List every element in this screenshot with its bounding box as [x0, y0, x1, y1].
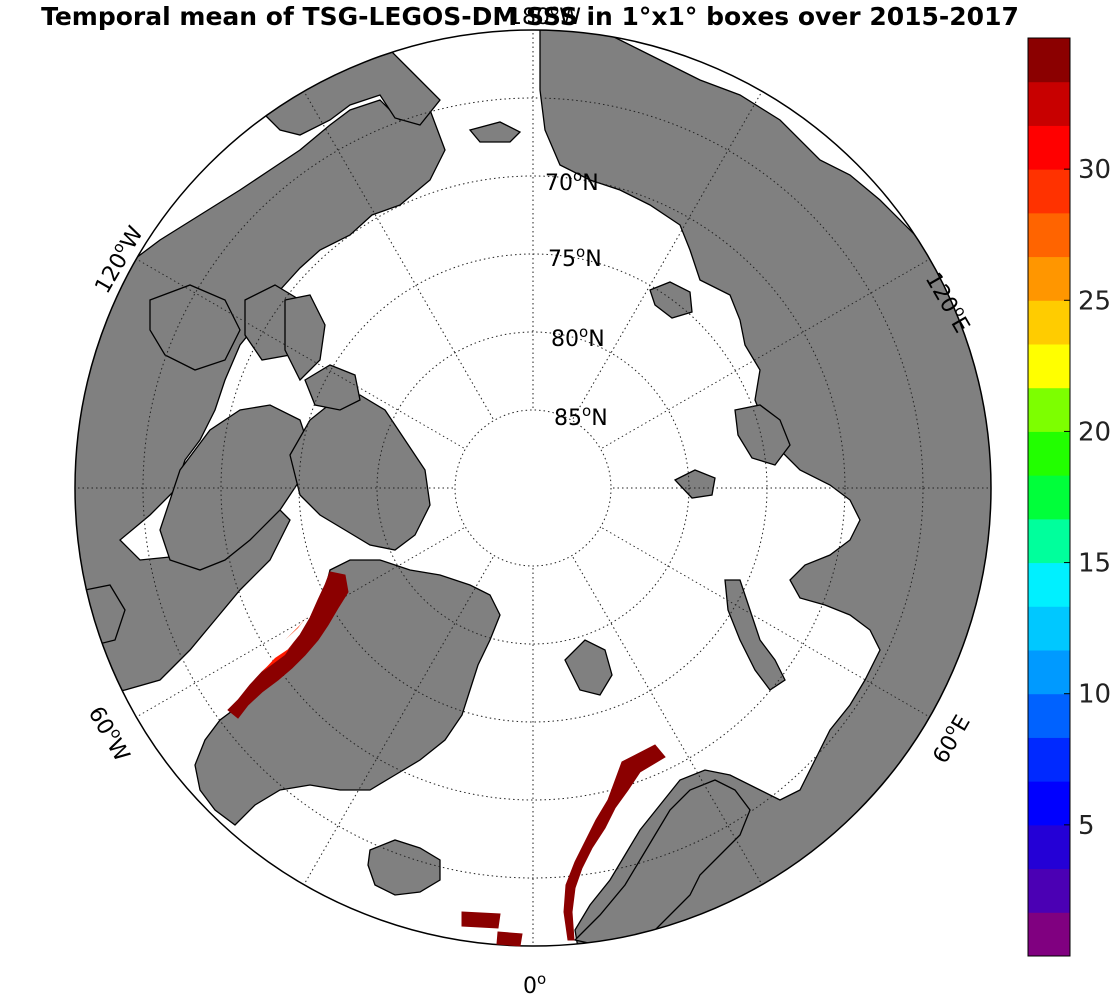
map-title: Temporal mean of TSG-LEGOS-DM SSS in 1°x… — [41, 2, 1019, 31]
colorbar-swatch — [1028, 693, 1070, 738]
meridian-330 — [303, 557, 494, 885]
colorbar-swatch — [1028, 824, 1070, 870]
land-new-siberian-islands — [649, 281, 693, 319]
land-severnaya-zemlya — [734, 404, 791, 466]
meridian-300 — [136, 527, 464, 718]
land-parry-islands — [304, 364, 361, 411]
colorbar-swatch — [1028, 212, 1070, 258]
colorbar-swatch — [1028, 256, 1070, 301]
parallel-65 — [142, 97, 924, 879]
lon-label-0: 0o — [523, 970, 546, 995]
colorbar-swatch — [1028, 169, 1070, 214]
meridian-30 — [572, 557, 763, 885]
colorbar-tick-label: 25 — [1078, 286, 1111, 316]
meridian-240 — [136, 258, 464, 449]
colorbar-swatch — [1028, 387, 1070, 432]
land-baffin-island — [159, 404, 311, 571]
land-franz-josef-land — [673, 469, 716, 499]
parallel-70 — [220, 175, 846, 801]
colorbar-swatch — [1028, 606, 1070, 651]
lon-label-180: 180oW — [508, 1, 581, 30]
graticule — [75, 30, 991, 946]
map-disk — [75, 30, 991, 946]
norwegian-coast-track — [563, 744, 666, 941]
colorbar-tick-label: 30 — [1078, 155, 1111, 185]
land-iceland — [367, 839, 441, 896]
colorbar-tick-label: 15 — [1078, 549, 1111, 579]
lon-label-60w: 60oW — [83, 701, 138, 767]
colorbar-swatch — [1028, 868, 1070, 913]
baffin-bay-track — [227, 571, 349, 719]
lat-label-80: 80oN — [551, 323, 605, 352]
colorbar-swatch — [1028, 125, 1070, 170]
colorbar-swatch — [1028, 562, 1070, 607]
land-svalbard — [564, 639, 613, 696]
colorbar-swatch — [1028, 781, 1070, 826]
land-scandinavia — [573, 779, 751, 946]
map-boundary — [74, 29, 992, 947]
meridian-150 — [572, 91, 763, 419]
colorbar-swatch — [1028, 344, 1070, 389]
land-novaya-zemlya — [724, 579, 786, 691]
colorbar-swatch — [1028, 81, 1070, 126]
meridian-120 — [602, 258, 930, 449]
meridian-60 — [602, 527, 930, 718]
colorbar: 5 10 15 20 25 30 — [1027, 37, 1111, 957]
observation-tracks — [227, 571, 666, 947]
parallel-85 — [454, 409, 612, 567]
land-devon-island — [284, 294, 326, 382]
colorbar-tick-label: 20 — [1078, 417, 1111, 447]
latitude-labels: 70oN 75oN 80oN 85oN — [545, 167, 608, 431]
colorbar-tick-label: 10 — [1078, 680, 1111, 710]
colorbar-swatch — [1028, 38, 1070, 83]
lon-label-60e: 60oE — [925, 709, 976, 768]
colorbar-swatch — [1028, 518, 1070, 564]
colorbar-swatch — [1028, 650, 1070, 695]
colorbar-swatch — [1028, 737, 1070, 782]
colorbar-tick-label: 5 — [1078, 811, 1095, 841]
lat-label-75: 75oN — [548, 243, 602, 272]
colorbar-frame — [1027, 37, 1071, 957]
colorbar-swatch — [1028, 300, 1070, 345]
iceland-track — [461, 911, 523, 947]
colorbar-swatch — [1028, 912, 1070, 957]
colorbar-swatch — [1028, 431, 1070, 476]
parallel-80 — [376, 331, 690, 645]
meridian-210 — [303, 91, 494, 419]
lat-label-70: 70oN — [545, 167, 599, 196]
colorbar-swatch — [1028, 475, 1070, 520]
land-wrangel-island — [468, 121, 522, 143]
lat-label-85: 85oN — [554, 402, 608, 431]
